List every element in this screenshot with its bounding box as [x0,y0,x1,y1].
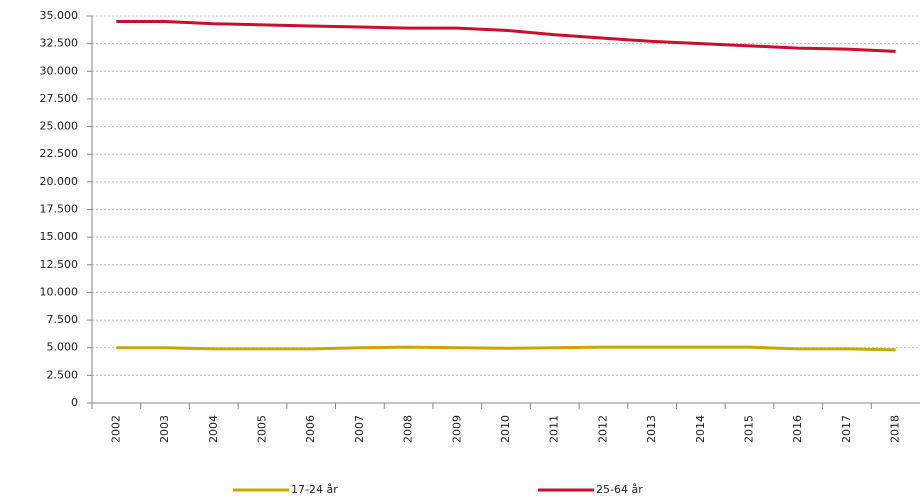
y-tick-label: 20.000 [40,175,79,188]
y-tick-label: 15.000 [40,230,79,243]
x-tick-label: 2006 [304,415,317,443]
x-tick-label: 2003 [158,415,171,443]
x-tick-label: 2017 [840,415,853,443]
x-tick-label: 2009 [450,415,463,443]
y-tick-label: 5.000 [47,341,79,354]
x-tick-label: 2014 [694,415,707,443]
y-tick-label: 2.500 [47,368,79,381]
series-line [116,345,896,352]
y-tick-label: 32.500 [40,37,79,50]
x-tick-label: 2007 [353,415,366,443]
series-line [116,20,896,53]
x-tick-label: 2004 [207,415,220,443]
x-tick-label: 2012 [596,415,609,443]
y-tick-label: 0 [71,396,78,409]
y-tick-label: 35.000 [40,9,79,22]
x-tick-label: 2002 [109,415,122,443]
x-tick-label: 2013 [645,415,658,443]
x-tick-label: 2015 [743,415,756,443]
y-tick-label: 17.500 [40,203,79,216]
x-tick-label: 2008 [402,415,415,443]
x-tick-label: 2010 [499,415,512,443]
x-tick-label: 2018 [889,415,902,443]
x-tick-label: 2005 [255,415,268,443]
y-tick-label: 30.000 [40,64,79,77]
y-tick-label: 25.000 [40,120,79,133]
y-tick-label: 10.000 [40,285,79,298]
y-tick-label: 22.500 [40,147,79,160]
x-tick-label: 2011 [548,415,561,443]
legend-label: 17-24 år [291,483,338,496]
y-tick-label: 12.500 [40,258,79,271]
x-tick-label: 2016 [791,415,804,443]
legend-label: 25-64 år [596,483,643,496]
y-tick-label: 27.500 [40,92,79,105]
y-tick-label: 7.500 [47,313,79,326]
